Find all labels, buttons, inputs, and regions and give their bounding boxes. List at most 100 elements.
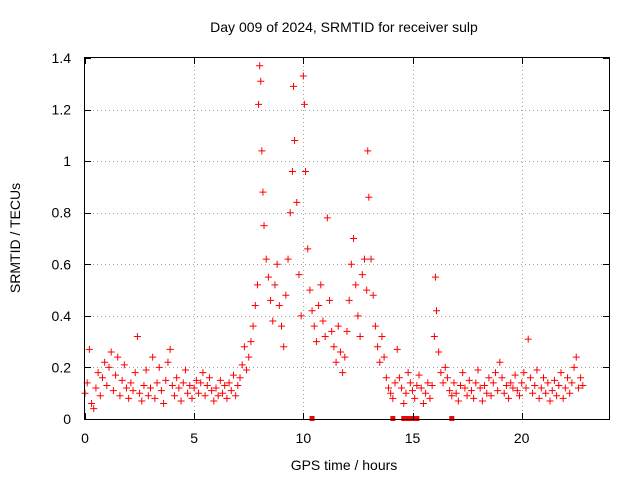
data-point bbox=[210, 397, 218, 405]
data-point bbox=[225, 379, 233, 387]
data-point bbox=[85, 345, 93, 353]
data-point bbox=[537, 384, 545, 392]
data-point bbox=[173, 374, 181, 382]
data-point bbox=[454, 397, 462, 405]
data-point bbox=[319, 317, 327, 325]
data-point bbox=[354, 312, 362, 320]
data-point bbox=[205, 374, 213, 382]
data-point bbox=[175, 384, 183, 392]
data-point bbox=[251, 302, 259, 310]
data-point bbox=[232, 392, 240, 400]
data-point bbox=[491, 369, 499, 377]
data-point bbox=[197, 379, 205, 387]
data-point bbox=[446, 387, 454, 395]
data-point bbox=[553, 392, 561, 400]
data-point bbox=[572, 353, 580, 361]
data-points bbox=[81, 62, 587, 413]
gap-marker bbox=[405, 416, 411, 421]
data-point bbox=[136, 389, 144, 397]
data-point bbox=[548, 387, 556, 395]
data-point bbox=[485, 374, 493, 382]
data-point bbox=[448, 392, 456, 400]
data-point bbox=[419, 400, 427, 408]
data-point bbox=[229, 371, 237, 379]
data-point bbox=[249, 322, 257, 330]
data-point bbox=[302, 167, 310, 175]
data-point bbox=[409, 387, 416, 395]
data-point bbox=[290, 82, 298, 90]
data-point bbox=[304, 245, 312, 253]
data-point bbox=[367, 255, 375, 263]
gap-marker bbox=[449, 416, 455, 421]
data-point bbox=[264, 273, 272, 281]
data-point bbox=[157, 387, 165, 395]
data-point bbox=[544, 379, 552, 387]
data-point bbox=[236, 374, 244, 382]
data-point bbox=[356, 332, 364, 340]
data-point bbox=[398, 384, 406, 392]
data-point bbox=[332, 358, 340, 366]
data-point bbox=[203, 381, 211, 389]
data-point bbox=[116, 392, 124, 400]
data-point bbox=[472, 379, 480, 387]
data-point bbox=[280, 343, 288, 351]
x-tick-label: 5 bbox=[190, 430, 198, 446]
data-point bbox=[227, 387, 235, 395]
data-point bbox=[422, 389, 430, 397]
data-point bbox=[441, 363, 449, 371]
data-point bbox=[494, 387, 502, 395]
y-tick-label: 0.2 bbox=[52, 359, 72, 375]
data-point bbox=[483, 389, 491, 397]
data-point bbox=[122, 384, 130, 392]
data-point bbox=[160, 400, 168, 408]
data-point bbox=[238, 361, 246, 369]
gap-marker bbox=[414, 416, 420, 421]
data-point bbox=[256, 62, 264, 70]
data-point bbox=[271, 281, 279, 289]
data-point bbox=[323, 214, 331, 222]
data-point bbox=[380, 353, 388, 361]
data-point bbox=[509, 384, 517, 392]
data-point bbox=[467, 387, 475, 395]
data-point bbox=[234, 381, 242, 389]
data-point bbox=[147, 384, 154, 392]
data-point bbox=[518, 379, 526, 387]
data-point bbox=[114, 353, 122, 361]
data-point bbox=[105, 363, 113, 371]
data-point bbox=[489, 379, 497, 387]
data-point bbox=[101, 358, 109, 366]
data-point bbox=[275, 302, 283, 310]
data-point bbox=[450, 379, 458, 387]
data-point bbox=[511, 371, 519, 379]
data-point bbox=[452, 389, 460, 397]
data-point bbox=[219, 389, 227, 397]
data-point bbox=[515, 392, 523, 400]
data-point bbox=[321, 332, 329, 340]
y-tick-label: 0.4 bbox=[52, 308, 72, 324]
data-point bbox=[415, 371, 423, 379]
data-point bbox=[212, 384, 220, 392]
data-point bbox=[542, 389, 550, 397]
data-point bbox=[570, 363, 578, 371]
data-point bbox=[179, 379, 187, 387]
data-point bbox=[164, 358, 172, 366]
gap-marker bbox=[401, 416, 407, 421]
data-point bbox=[406, 379, 414, 387]
data-point bbox=[481, 381, 489, 389]
y-tick-label: 1.4 bbox=[52, 50, 72, 66]
chart-title: Day 009 of 2024, SRMTID for receiver sul… bbox=[210, 19, 478, 35]
data-point bbox=[524, 335, 532, 343]
data-point bbox=[478, 397, 486, 405]
data-point bbox=[199, 369, 207, 377]
data-point bbox=[297, 312, 305, 320]
gap-marker bbox=[410, 416, 415, 421]
data-point bbox=[435, 348, 443, 356]
data-point bbox=[201, 392, 209, 400]
data-point bbox=[312, 338, 320, 346]
plot-frame bbox=[84, 57, 610, 420]
data-point bbox=[221, 381, 229, 389]
data-point bbox=[186, 381, 194, 389]
data-point bbox=[500, 389, 508, 397]
y-tick-label: 0.6 bbox=[52, 256, 72, 272]
